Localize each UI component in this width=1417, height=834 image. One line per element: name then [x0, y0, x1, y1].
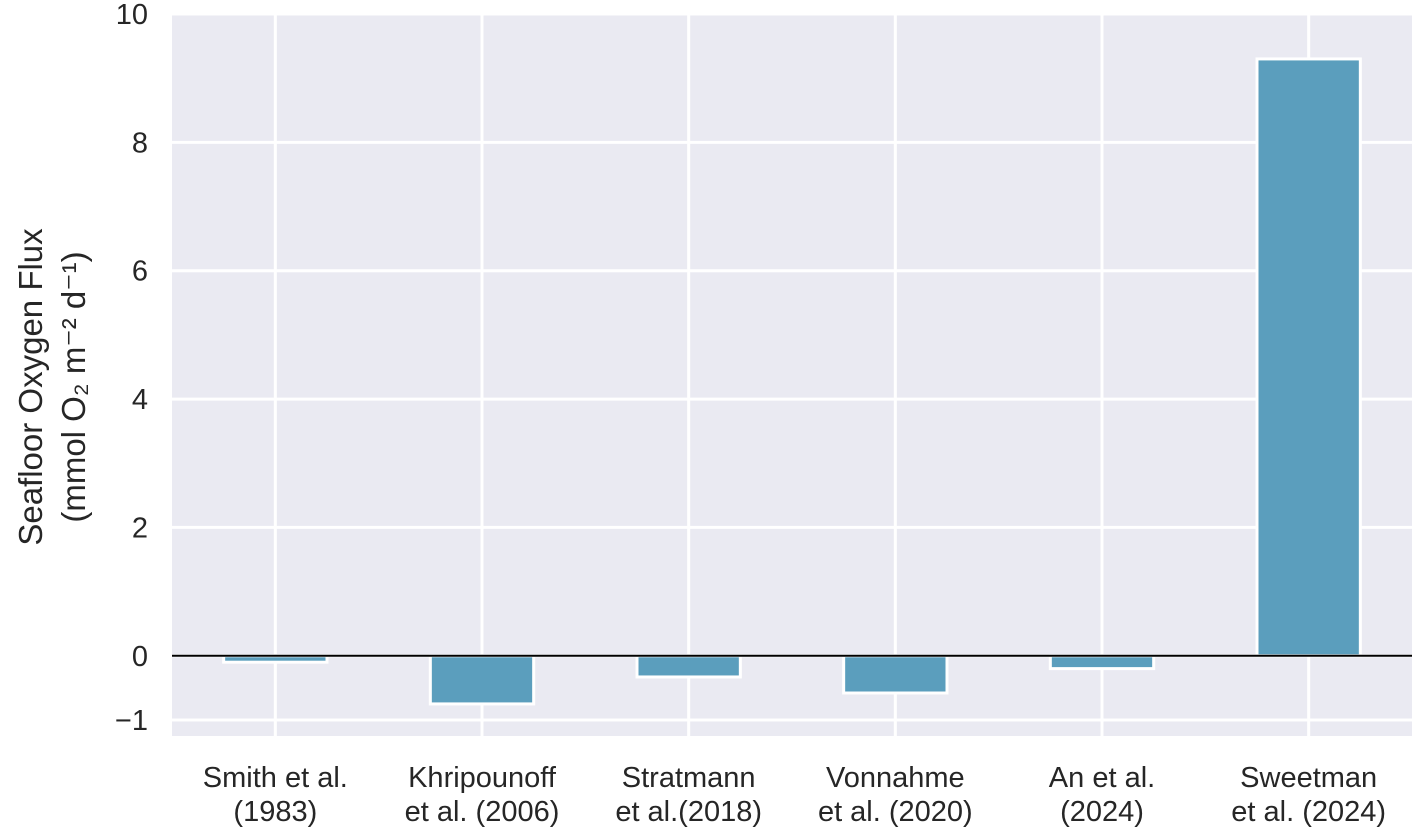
x-tick-label: Vonnahme et al. (2020)	[818, 762, 973, 828]
bar	[1048, 654, 1156, 671]
y-tick-label: 4	[132, 384, 148, 416]
bar	[1255, 57, 1362, 658]
bar	[842, 654, 949, 695]
y-tick-label: 8	[132, 127, 148, 159]
x-tick-label: Sweetman et al. (2024)	[1231, 762, 1386, 828]
x-tick-labels: Smith et al. (1983) Khripounoff et al. (200…	[203, 762, 1386, 828]
bars	[222, 57, 1362, 706]
y-tick-label: −1	[115, 705, 148, 737]
y-tick-label: 6	[132, 256, 148, 288]
x-tick-label: An et al. (2024)	[1049, 762, 1155, 828]
plot-area	[172, 14, 1412, 736]
y-tick-label: 2	[132, 512, 148, 544]
y-axis-label-line: (mmol O₂ m⁻² d⁻¹)	[55, 251, 92, 522]
y-tick-label: 0	[132, 641, 148, 673]
x-tick-label: Smith et al. (1983)	[203, 762, 348, 828]
x-tick-label: Stratmann et al.(2018)	[615, 762, 762, 828]
y-tick-labels: −1 0 2 4 6 8 10	[115, 0, 148, 737]
y-tick-label: 10	[116, 0, 148, 31]
bar	[428, 654, 536, 706]
y-axis-label-line: Seafloor Oxygen Flux	[12, 228, 49, 546]
x-tick-label: Khripounoff et al. (2006)	[405, 762, 560, 828]
bar	[635, 654, 742, 679]
